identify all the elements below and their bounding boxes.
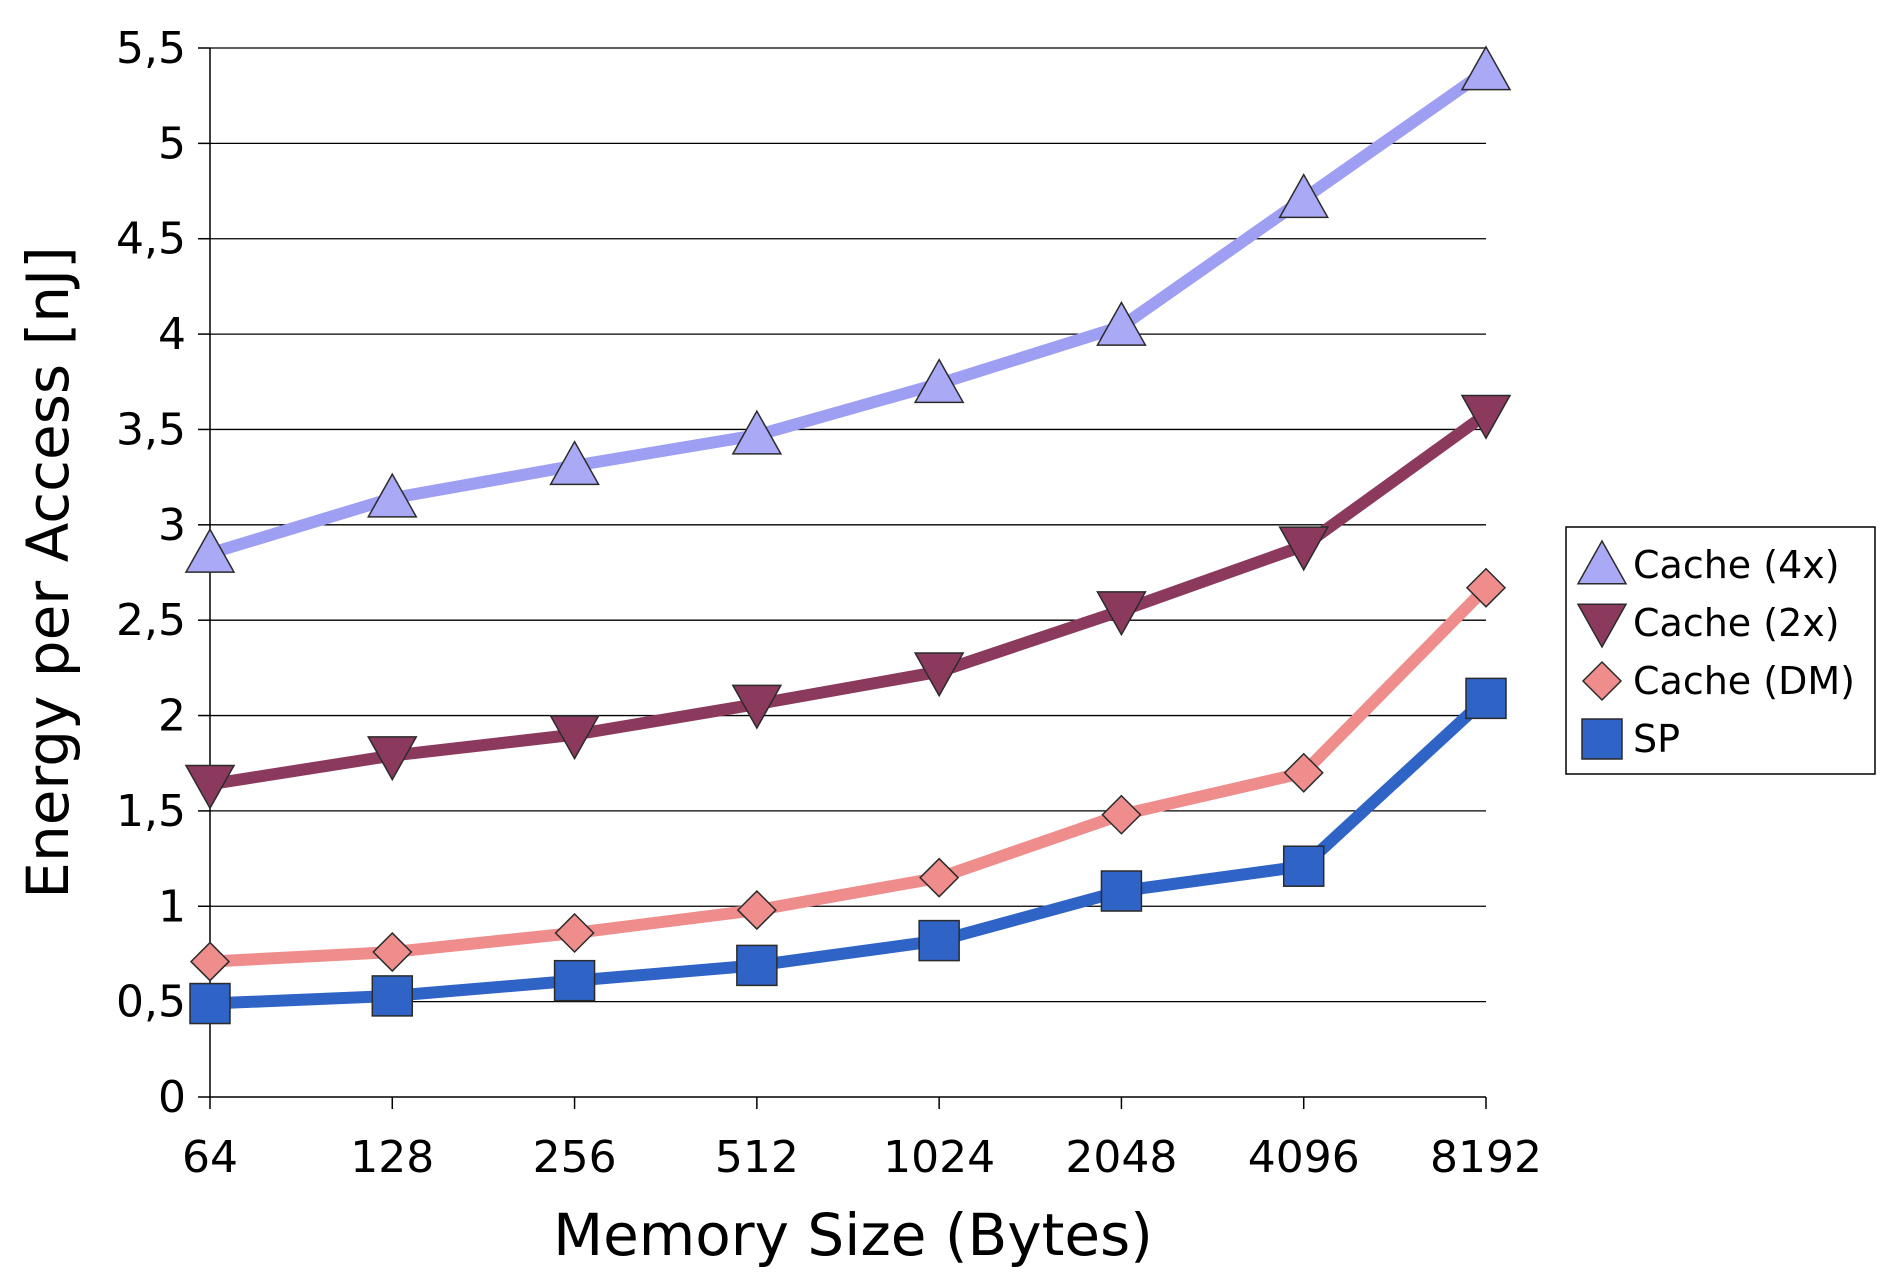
grid [210,47,1486,1003]
legend: Cache (4x) Cache (2x) Cache (DM) SP [1565,526,1876,775]
data-point [1465,567,1507,608]
y-tick-label: 5 [158,118,186,169]
data-point [1465,677,1507,720]
data-point [1283,752,1324,793]
legend-label: Cache (DM) [1633,659,1855,703]
legend-marker [1581,718,1623,760]
data-point [553,959,596,1002]
data-point [371,975,414,1017]
tick-labels: 0 0,5 1 1,5 2 2,5 3 3,5 4 4,5 5 5,5 64 128 256 512 1024 2… [116,23,1542,1183]
series-cache-4x [184,45,1512,573]
legend-item: Cache (2x) [1576,601,1840,649]
x-tick-label: 128 [350,1132,434,1183]
y-tick-label: 2 [158,691,186,742]
data-point [1096,300,1147,346]
data-point [1282,845,1325,887]
data-point [554,912,595,954]
data-point [184,764,236,810]
series-cache-2x [184,394,1512,810]
y-tick-label: 5,5 [116,23,186,74]
data-point [918,919,960,962]
series-cache-dm [189,567,1507,982]
data-point [913,652,965,698]
series-line [204,64,1492,560]
y-tick-label: 1 [158,881,186,932]
y-tick-label: 0 [158,1072,186,1123]
x-tick-label: 1024 [883,1132,995,1183]
data-point [736,890,777,931]
x-tick-label: 64 [182,1132,238,1183]
y-tick-label: 3,5 [116,404,186,455]
data-point [367,736,418,782]
data-point [1278,526,1329,572]
x-tick-label: 2048 [1065,1132,1177,1183]
data-point [1278,173,1329,219]
legend-items: Cache (4x) Cache (2x) Cache (DM) SP [1576,539,1855,761]
data-point [1100,870,1143,912]
data-point [919,857,960,898]
data-point [367,472,418,518]
series-line [204,692,1492,1010]
data-point [1460,45,1512,91]
data-point [1096,591,1147,637]
y-tick-label: 3 [158,500,186,551]
x-tick-label: 512 [715,1132,799,1183]
x-tick-label: 8192 [1430,1132,1542,1183]
legend-label: SP [1633,717,1680,761]
legend-marker [1581,660,1623,702]
series-line [204,581,1492,968]
legend-label: Cache (2x) [1633,601,1840,645]
data-point [372,931,413,973]
legend-item: Cache (4x) [1576,539,1840,587]
y-tick-label: 1,5 [116,786,186,837]
x-tick-label: 4096 [1248,1132,1360,1183]
data-point [189,941,231,982]
data-point [549,440,600,486]
legend-marker [1576,603,1628,649]
y-tick-label: 4,5 [116,214,186,265]
data-point [189,982,231,1025]
data-point [736,944,778,987]
legend-marker [1576,539,1628,585]
series-layer [184,45,1512,1025]
x-tick-label: 256 [533,1132,617,1183]
data-point [549,715,600,761]
data-point [913,358,965,404]
data-point [184,527,236,573]
legend-item: SP [1581,717,1680,761]
data-point [1460,394,1512,440]
series-line [204,408,1492,791]
y-tick-label: 2,5 [116,595,186,646]
y-tick-label: 0,5 [116,977,186,1028]
legend-label: Cache (4x) [1633,543,1840,587]
x-axis-title: Memory Size (Bytes) [553,1201,1153,1269]
y-tick-label: 4 [158,309,186,360]
data-point [731,684,783,730]
data-point [1101,794,1142,835]
series-sp [189,677,1507,1025]
y-axis-title: Energy per Access [nJ] [14,246,82,898]
legend-item: Cache (DM) [1581,659,1855,703]
data-point [731,409,783,455]
